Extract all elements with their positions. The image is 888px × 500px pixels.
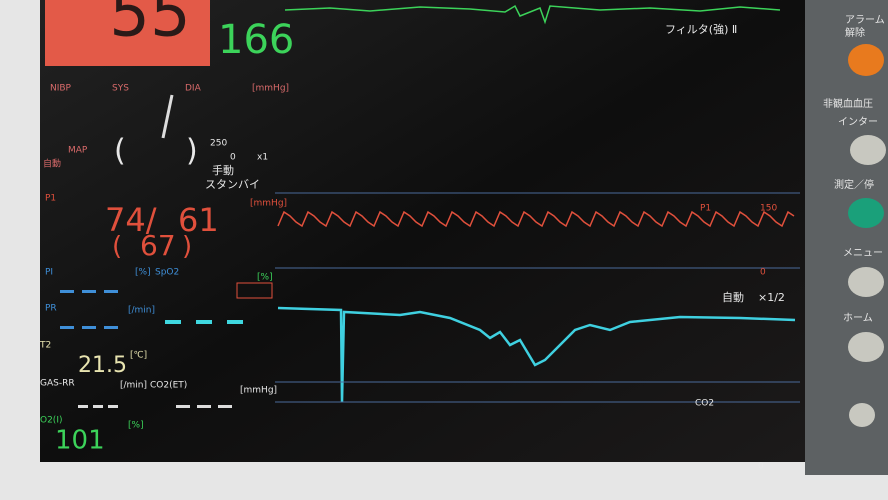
menu-label: メニュー	[843, 248, 883, 259]
interval-button[interactable]	[850, 135, 886, 165]
home-button[interactable]	[848, 332, 884, 362]
nibp-label: NIBP	[50, 84, 72, 94]
pleth-wave	[277, 306, 796, 403]
p1-wave-label: P1	[700, 204, 711, 214]
p1-label: P1	[45, 194, 56, 204]
p1-systolic: 74/	[105, 201, 157, 239]
ecg-filter: フィルタ(強) Ⅱ	[665, 23, 737, 36]
spo2-value: 55	[109, 0, 190, 52]
p1-open-paren: (	[112, 232, 122, 262]
menu-button[interactable]	[848, 267, 884, 297]
nibp-unit: [mmHg]	[252, 84, 289, 94]
p1-unit: [mmHg]	[250, 199, 287, 209]
interval-label: インター	[838, 116, 878, 128]
heart-rate: 166	[218, 17, 294, 63]
dashes	[78, 405, 232, 408]
nibp-slash	[161, 94, 174, 139]
nibp-scale: x1	[257, 153, 268, 163]
gas-rr-unit: [/min]	[120, 381, 147, 391]
nibp-open-paren: (	[114, 134, 126, 169]
o2-unit: [%]	[128, 421, 144, 431]
measure-label: 測定／停	[834, 178, 874, 191]
nibp-sys: SYS	[112, 84, 129, 94]
spo2-box	[45, 0, 210, 66]
nibp-close-paren: )	[186, 134, 198, 169]
o2-label: O2(I)	[40, 416, 63, 426]
temp-label: T2	[39, 341, 51, 351]
power-button[interactable]	[849, 403, 875, 427]
spo2-label: SpO2	[155, 268, 179, 278]
alarm-label: アラーム	[845, 14, 885, 26]
co2-wave-label: CO2	[695, 399, 714, 409]
spo2-wave-unit: [%]	[257, 273, 273, 283]
pr-label: PR	[45, 304, 57, 314]
p1-mean: 67	[140, 229, 176, 262]
alarm-button[interactable]	[848, 44, 884, 76]
p1-diastolic: 61	[178, 201, 219, 239]
alarm-label: 解除	[845, 26, 865, 39]
co2-unit: [mmHg]	[240, 386, 277, 396]
spo2-wave-gain: ×1/2	[758, 291, 785, 304]
spo2-wave-low: 0	[760, 268, 766, 278]
nibp-state-1: 手動	[212, 163, 234, 177]
p1-wave	[277, 210, 795, 228]
ecg-wave	[284, 4, 781, 25]
pr-unit: [/min]	[128, 306, 155, 316]
p1-wave-scale: 150	[760, 204, 777, 214]
alarm-box	[236, 282, 273, 299]
measure-button[interactable]	[848, 198, 884, 228]
screen	[40, 0, 805, 462]
nibp-mode: 自動	[43, 158, 61, 170]
dashes	[60, 290, 243, 329]
pi-label: PI	[45, 268, 53, 278]
nibp-panel-title: 非観血血圧	[823, 97, 873, 110]
co2-label: CO2(ET)	[150, 381, 187, 391]
o2-value: 101	[55, 426, 105, 456]
side-panel	[805, 0, 888, 475]
home-label: ホーム	[843, 312, 873, 324]
co2-wave-low: 0	[758, 462, 764, 472]
nibp-state-2: スタンバイ	[205, 178, 260, 191]
temp-unit: [℃]	[130, 351, 147, 361]
gas-rr-label: GAS-RR	[40, 379, 75, 389]
p1-close-paren: )	[182, 232, 192, 262]
nibp-range-high: 250	[210, 139, 227, 149]
nibp-dia: DIA	[185, 84, 202, 94]
nibp-range-low: 0	[230, 153, 236, 163]
nibp-map: MAP	[68, 146, 88, 156]
temp-value: 21.5	[78, 353, 127, 378]
spo2-wave-mode: 自動	[722, 290, 744, 304]
pi-unit: [%]	[135, 268, 151, 278]
